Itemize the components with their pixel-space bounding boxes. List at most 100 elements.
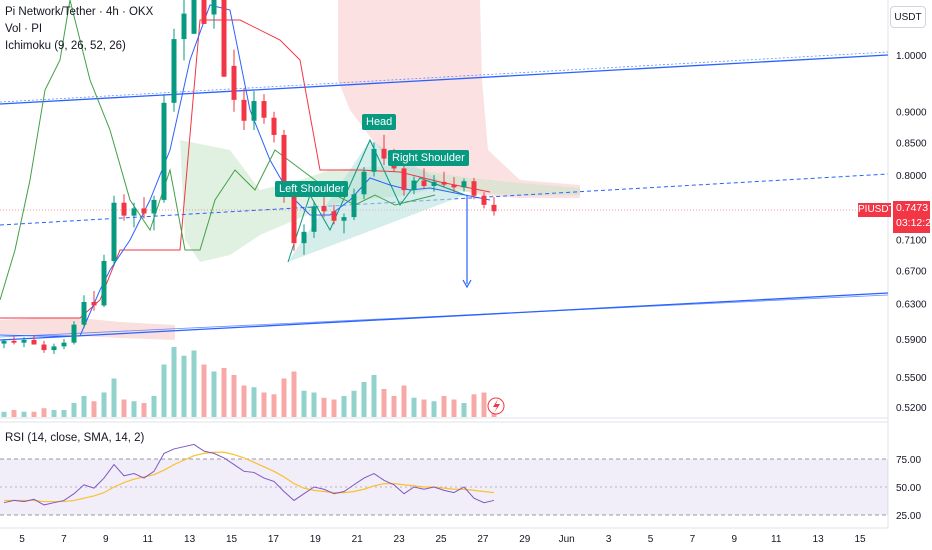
candle-body [451, 184, 457, 188]
volume-bar [281, 378, 287, 417]
upper-trendline [0, 54, 889, 105]
price-tick-label: 0.5900 [896, 335, 927, 346]
volume-bar [21, 411, 27, 417]
time-tick-label: 17 [268, 534, 280, 545]
candle-body [271, 117, 277, 135]
volume-bar [331, 399, 337, 417]
volume-bar [31, 411, 37, 417]
candle-body [281, 134, 287, 193]
candle-body [131, 208, 137, 216]
candle-body [351, 194, 357, 218]
volume-bar [371, 375, 377, 417]
volume-bar [401, 385, 407, 417]
time-tick-label: 29 [519, 534, 531, 545]
volume-bar [51, 410, 57, 417]
price-tick-label: 0.5200 [896, 403, 927, 414]
candle-body [91, 302, 97, 306]
ichimoku-cloud-bear [338, 0, 580, 198]
ichimoku-cloud-bull [180, 140, 580, 262]
volume-bar [391, 396, 397, 417]
volume-legend[interactable]: Vol · PI [5, 23, 43, 35]
volume-bar [81, 396, 87, 417]
rsi-axis-ticks: 75.00 50.00 25.00 [896, 455, 921, 522]
candle-body [21, 339, 27, 343]
candle-body [421, 180, 427, 186]
price-tick-label: 0.8500 [896, 138, 927, 149]
volume-bar [71, 403, 77, 417]
candle-body [341, 217, 347, 221]
volume-bar [191, 350, 197, 417]
volume-bar [111, 378, 117, 417]
volume-bar [311, 392, 317, 417]
volume-bars [1, 347, 497, 417]
candle-body [471, 181, 477, 196]
volume-bar [341, 396, 347, 417]
ichimoku-cloud-early [0, 318, 175, 340]
head-label: Head [362, 114, 397, 130]
last-price-value: 0.7473 [896, 202, 929, 214]
time-tick-label: 15 [854, 534, 866, 545]
symbol-price-tag: PIUSDT [858, 203, 895, 217]
volume-bar [1, 411, 7, 417]
volume-bar [211, 371, 217, 417]
candle-body [211, 0, 217, 15]
candle-body [291, 192, 297, 244]
candle-body [101, 261, 107, 306]
rsi-legend[interactable]: RSI (14, close, SMA, 14, 2) [5, 432, 145, 444]
time-tick-label: 13 [184, 534, 196, 545]
time-tick-label: 11 [771, 534, 782, 545]
price-tick-label: 1.0000 [896, 51, 927, 62]
candle-body [301, 231, 307, 244]
volume-bar [271, 394, 277, 417]
candle-body [461, 181, 467, 188]
volume-bar [221, 368, 227, 417]
lower-trendline-2 [0, 294, 889, 338]
rsi-tick-label: 50.00 [896, 483, 921, 494]
candle-body [431, 181, 437, 186]
price-tick-label: 0.9000 [896, 108, 927, 119]
time-tick-label: 3 [606, 534, 612, 545]
lower-trendline [0, 292, 889, 341]
right-shoulder-label: Right Shoulder [388, 150, 469, 166]
volume-bar [11, 410, 17, 417]
rsi-tick-label: 25.00 [896, 511, 921, 522]
candle-body [401, 168, 407, 191]
candle-body [61, 342, 67, 347]
time-tick-label: 7 [690, 534, 696, 545]
volume-bar [101, 392, 107, 417]
volume-bar [481, 392, 487, 417]
candle-body [261, 101, 267, 118]
candle-body [491, 204, 497, 212]
volume-bar [121, 399, 127, 417]
price-tick-label: 0.6300 [896, 300, 927, 311]
volume-bar [411, 397, 417, 417]
lightning-icon-glyph [493, 399, 500, 413]
candle-body [41, 344, 47, 351]
candle-body [191, 0, 197, 34]
candles [1, 0, 497, 354]
volume-bar [441, 396, 447, 417]
time-axis-ticks: 5 7 9 11 13 15 17 19 21 23 25 27 29 Jun 3 5 7 9 11 13 15 [19, 534, 866, 545]
volume-bar [131, 401, 137, 417]
candle-body [331, 211, 337, 221]
volume-bar [241, 385, 247, 417]
candle-body [201, 0, 207, 24]
price-tick-label: 0.8000 [896, 171, 927, 182]
time-tick-label: 19 [310, 534, 322, 545]
candle-body [441, 181, 447, 185]
volume-bar [471, 394, 477, 417]
chart-title: Pi Network/Tether · 4h · OKX [5, 6, 154, 18]
volume-bar [41, 408, 47, 417]
candle-body [371, 148, 377, 172]
volume-bar [161, 364, 167, 417]
time-tick-label: 7 [61, 534, 67, 545]
candle-body [1, 340, 7, 344]
volume-bar [151, 396, 157, 417]
candle-body [51, 346, 57, 351]
ichimoku-legend[interactable]: Ichimoku (9, 26, 52, 26) [5, 40, 126, 52]
time-tick-label: 5 [648, 534, 654, 545]
currency-unit-button[interactable]: USDT [890, 6, 926, 28]
left-shoulder-label: Left Shoulder [275, 181, 349, 197]
volume-bar [361, 382, 367, 417]
